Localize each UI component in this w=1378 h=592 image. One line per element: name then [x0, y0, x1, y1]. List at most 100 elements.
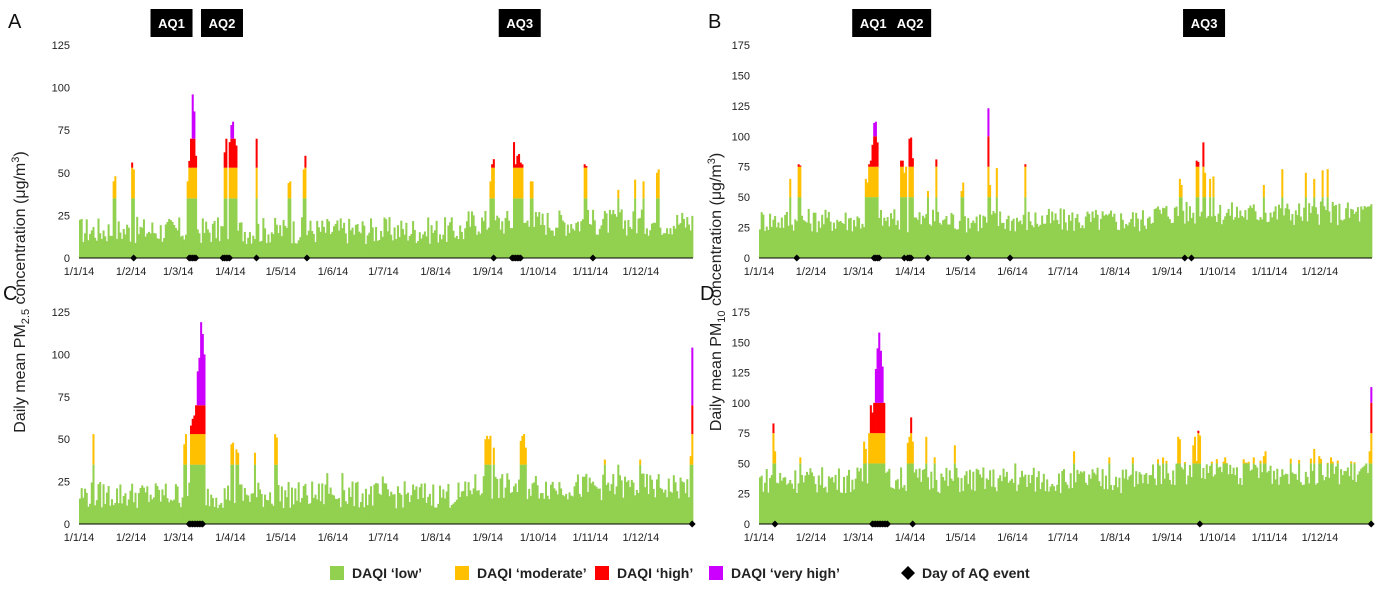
y-tick-label: 75 [738, 428, 750, 440]
bar-segment [525, 448, 527, 465]
bar-segment [1108, 457, 1110, 463]
x-tick-label: 1/8/14 [1100, 532, 1131, 544]
bar-segment [883, 403, 885, 433]
y-tick-label: 175 [732, 40, 750, 52]
bar-segment [493, 168, 495, 199]
bar-segment [1197, 167, 1199, 197]
bar-segment [1370, 387, 1372, 403]
bar-segment [1209, 179, 1211, 197]
x-tick-label: 1/12/14 [623, 266, 660, 278]
bar-segment [1370, 433, 1372, 463]
y-tick-label: 175 [732, 307, 750, 319]
x-tick-label: 1/10/14 [520, 266, 557, 278]
bar-segment [235, 168, 237, 199]
bar-segment [799, 166, 801, 167]
x-tick-label: 1/2/14 [796, 266, 827, 278]
bar-segment [927, 191, 929, 197]
y-tick-label: 100 [52, 83, 70, 95]
y-tick-label: 75 [58, 125, 70, 137]
bar-segment [1181, 185, 1183, 197]
x-tick-label: 1/1/14 [64, 532, 95, 544]
x-tick-label: 1/11/14 [572, 266, 608, 278]
bar-segment [1298, 460, 1300, 463]
bar-segment [1370, 463, 1372, 524]
bar-segment [1281, 169, 1283, 197]
y-tick-label: 150 [732, 337, 750, 349]
bar-segment [912, 442, 914, 464]
y-tick-label: 100 [732, 398, 750, 410]
y-tick-label: 125 [52, 40, 70, 52]
legend-label-high: DAQI ‘high’ [617, 565, 693, 581]
x-tick-label: 1/12/14 [623, 532, 660, 544]
bar-segment [532, 181, 534, 198]
legend-label-very-high: DAQI ‘very high’ [731, 565, 840, 581]
legend-swatch-high [595, 566, 609, 580]
bar-segment [203, 354, 205, 405]
bar-segment [996, 168, 998, 197]
bar-segment [1332, 462, 1334, 464]
x-tick-label: 1/2/14 [796, 532, 827, 544]
x-tick-label: 1/9/14 [1152, 532, 1183, 544]
bar-segment [617, 190, 619, 199]
y-tick-label: 125 [732, 368, 750, 380]
bar-segment [1204, 173, 1206, 197]
x-tick-label: 1/3/14 [163, 266, 194, 278]
x-tick-label: 1/1/14 [64, 266, 95, 278]
x-tick-label: 1/7/14 [368, 532, 399, 544]
bar-segment [493, 448, 495, 465]
bar-segment [875, 122, 877, 137]
x-tick-label: 1/6/14 [318, 266, 349, 278]
y-tick-label: 0 [744, 253, 750, 265]
bar-segment [1184, 462, 1186, 463]
bar-segment [935, 159, 937, 166]
y-tick-label: 25 [738, 223, 750, 235]
bar-segment [1212, 176, 1214, 197]
bar-segment [1322, 170, 1324, 197]
bar-segment [1248, 462, 1250, 464]
bar-segment [691, 434, 693, 465]
bar-segment [1157, 459, 1159, 463]
bar-segment [962, 183, 964, 198]
bars [759, 333, 1372, 524]
y-tick-label: 25 [58, 210, 70, 222]
x-tick-label: 1/5/14 [945, 532, 976, 544]
x-tick-label: 1/11/14 [572, 532, 608, 544]
bar-segment [195, 156, 197, 168]
bar-segment [634, 180, 636, 199]
legend-marker-event [901, 566, 915, 580]
x-tick-label: 1/2/14 [116, 532, 147, 544]
bar-segment [203, 405, 205, 434]
bar-segment [195, 168, 197, 199]
bar-segment [935, 167, 937, 197]
bar-segment [225, 168, 227, 199]
bar-segment [585, 168, 587, 199]
bar-segment [1290, 459, 1292, 464]
x-tick-label: 1/9/14 [472, 532, 503, 544]
x-tick-label: 1/5/14 [266, 532, 297, 544]
bar-segment [1202, 142, 1204, 166]
bar-segment [585, 166, 587, 168]
bar-segment [912, 167, 914, 197]
bar-segment [232, 122, 234, 139]
aq-label: AQ2 [209, 16, 236, 31]
bars [79, 94, 693, 258]
x-tick-label: 1/11/14 [1252, 532, 1288, 544]
bar-segment [1265, 451, 1267, 463]
y-tick-label: 125 [732, 101, 750, 113]
x-tick-label: 1/9/14 [472, 266, 503, 278]
x-tick-label: 1/2/14 [116, 266, 147, 278]
y-tick-label: 100 [732, 131, 750, 143]
bar-segment [658, 169, 660, 198]
bar-segment [237, 453, 239, 465]
bar-segment [521, 168, 523, 199]
bar-segment [193, 111, 195, 138]
x-tick-label: 1/7/14 [1048, 532, 1079, 544]
bar-segment [691, 348, 693, 406]
y-tick-label: 75 [58, 392, 70, 404]
bars [79, 322, 693, 524]
bar-segment [789, 179, 791, 197]
x-tick-label: 1/12/14 [1302, 532, 1339, 544]
